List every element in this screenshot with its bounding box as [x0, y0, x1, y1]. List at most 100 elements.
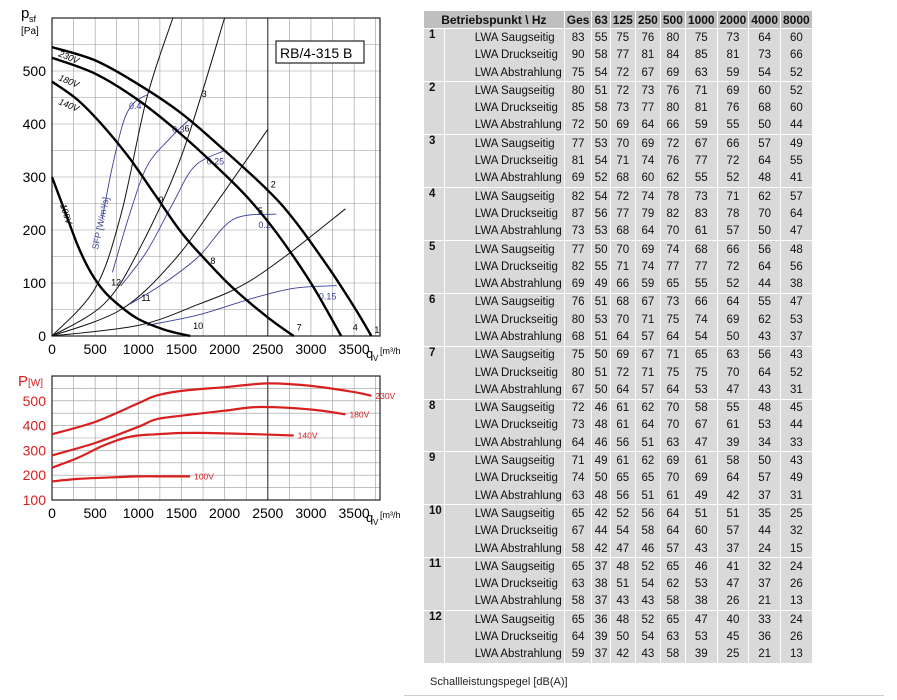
value-cell: 43 [748, 328, 781, 347]
value-cell: 73 [564, 416, 593, 435]
power-curve-label: 140V [298, 431, 318, 441]
value-cell: 41 [717, 557, 750, 576]
value-cell: 64 [748, 152, 781, 170]
value-cell: 46 [635, 539, 661, 558]
sfp-line [120, 150, 225, 286]
value-cell: 73 [564, 222, 593, 241]
value-cell: 50 [591, 239, 611, 259]
value-cell: 48 [591, 487, 611, 505]
table-row: LWA Druckseitig 80 51 72 71 75 75 70 64 52 [424, 363, 813, 382]
operating-point-label: 3 [202, 89, 207, 99]
row-label: LWA Saugseitig [444, 134, 565, 153]
value-cell: 24 [748, 539, 781, 558]
row-label: LWA Druckseitig [444, 416, 565, 435]
power-curve-label: 100V [194, 471, 214, 481]
value-cell: 48 [748, 398, 781, 417]
operating-point-cell [424, 222, 445, 241]
value-cell: 55 [748, 292, 781, 312]
value-cell: 37 [591, 592, 611, 611]
row-label: LWA Abstrahlung [444, 592, 565, 611]
value-cell: 64 [660, 522, 686, 540]
value-cell: 71 [685, 81, 718, 100]
value-cell: 64 [660, 504, 686, 523]
row-label: LWA Saugseitig [444, 81, 565, 100]
value-cell: 53 [591, 222, 611, 241]
value-cell: 45 [717, 628, 750, 646]
value-cell: 67 [564, 381, 593, 400]
value-cell: 13 [780, 645, 813, 663]
system-curve [51, 17, 174, 337]
fan-curve [50, 176, 191, 338]
x-axis-label-sub: V [373, 518, 379, 527]
row-label: LWA Druckseitig [444, 469, 565, 488]
fan-curve [51, 45, 373, 337]
value-cell: 55 [717, 398, 750, 417]
value-cell: 26 [780, 575, 813, 593]
value-cell: 26 [717, 592, 750, 611]
value-cell: 72 [660, 134, 686, 153]
value-cell: 43 [610, 592, 636, 611]
operating-point-cell [424, 381, 445, 400]
y-tick-label: 300 [23, 169, 47, 185]
value-cell: 35 [748, 504, 781, 523]
value-cell: 65 [564, 610, 593, 629]
value-cell: 62 [660, 575, 686, 593]
operating-point-label: 7 [297, 322, 302, 332]
value-cell: 60 [748, 81, 781, 100]
value-cell: 77 [610, 46, 636, 64]
value-cell: 76 [717, 99, 750, 117]
value-cell: 50 [610, 628, 636, 646]
value-cell: 68 [685, 239, 718, 259]
value-cell: 73 [660, 292, 686, 312]
charts-area: 0 500 1000 1500 2000 2500 3000 3500010020030040… [18, 5, 400, 527]
sfp-label: 0.3 [172, 125, 185, 135]
value-cell: 73 [610, 99, 636, 117]
row-label: LWA Saugseitig [444, 504, 565, 523]
value-cell: 82 [564, 258, 593, 276]
table-row: LWA Abstrahlung 73 53 68 64 70 61 57 50 47 [424, 222, 813, 241]
value-cell: 64 [780, 205, 813, 223]
value-cell: 61 [610, 451, 636, 470]
table-row: LWA Druckseitig 64 39 50 54 63 53 45 36 26 [424, 628, 813, 646]
value-cell: 66 [717, 239, 750, 259]
value-cell: 64 [748, 258, 781, 276]
table-row: LWA Abstrahlung 69 52 68 60 62 55 52 48 41 [424, 169, 813, 188]
operating-point-cell [424, 328, 445, 347]
value-cell: 68 [610, 292, 636, 312]
value-cell: 73 [748, 46, 781, 64]
value-cell: 61 [717, 416, 750, 435]
value-cell: 77 [610, 205, 636, 223]
value-cell: 72 [717, 152, 750, 170]
value-cell: 21 [748, 592, 781, 611]
value-cell: 84 [660, 46, 686, 64]
operating-point-cell [424, 469, 445, 488]
value-cell: 73 [685, 186, 718, 206]
value-cell: 80 [564, 81, 593, 100]
value-cell: 72 [564, 116, 593, 135]
power-curve [51, 382, 372, 436]
operating-point-cell [424, 575, 445, 593]
row-label: LWA Abstrahlung [444, 381, 565, 400]
row-label: LWA Saugseitig [444, 610, 565, 629]
value-cell: 47 [717, 575, 750, 593]
table-row: LWA Abstrahlung 67 50 64 57 64 53 47 43 31 [424, 381, 813, 400]
value-cell: 75 [660, 311, 686, 329]
value-cell: 69 [717, 311, 750, 329]
value-cell: 66 [685, 292, 718, 312]
x-tick-label: 2500 [252, 505, 283, 521]
value-cell: 50 [748, 451, 781, 470]
power-curve-label: 230V [375, 391, 395, 401]
table-caption: Schallleistungspegel [dB(A)] [430, 676, 568, 688]
value-cell: 40 [717, 610, 750, 629]
value-cell: 69 [610, 116, 636, 135]
value-cell: 67 [685, 416, 718, 435]
value-cell: 62 [635, 398, 661, 417]
value-cell: 13 [780, 592, 813, 611]
value-cell: 70 [610, 311, 636, 329]
table-row: LWA Abstrahlung 69 49 66 59 65 55 52 44 38 [424, 275, 813, 294]
value-cell: 85 [685, 46, 718, 64]
value-cell: 38 [591, 575, 611, 593]
y-axis-unit: [W] [28, 378, 43, 389]
value-cell: 37 [717, 539, 750, 558]
value-cell: 65 [660, 557, 686, 576]
